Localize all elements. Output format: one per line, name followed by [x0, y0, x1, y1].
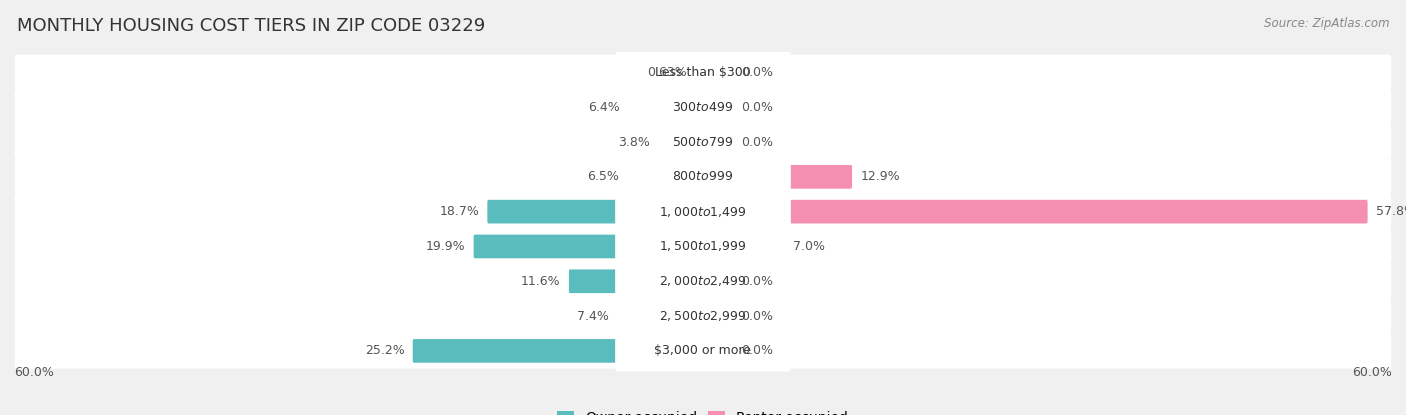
- FancyBboxPatch shape: [616, 52, 790, 93]
- FancyBboxPatch shape: [702, 61, 733, 84]
- FancyBboxPatch shape: [616, 261, 790, 302]
- Text: 60.0%: 60.0%: [1353, 366, 1392, 379]
- FancyBboxPatch shape: [628, 95, 704, 119]
- Text: $2,500 to $2,999: $2,500 to $2,999: [659, 309, 747, 323]
- FancyBboxPatch shape: [14, 333, 1392, 369]
- FancyBboxPatch shape: [14, 90, 1392, 125]
- FancyBboxPatch shape: [616, 156, 790, 198]
- Text: $1,500 to $1,999: $1,500 to $1,999: [659, 239, 747, 254]
- Text: 0.0%: 0.0%: [741, 344, 773, 357]
- Text: 3.8%: 3.8%: [619, 136, 650, 149]
- Text: 57.8%: 57.8%: [1376, 205, 1406, 218]
- FancyBboxPatch shape: [413, 339, 704, 363]
- FancyBboxPatch shape: [702, 234, 785, 258]
- FancyBboxPatch shape: [14, 264, 1392, 299]
- FancyBboxPatch shape: [658, 130, 704, 154]
- FancyBboxPatch shape: [14, 194, 1392, 229]
- Text: 0.0%: 0.0%: [741, 136, 773, 149]
- Text: $1,000 to $1,499: $1,000 to $1,499: [659, 205, 747, 219]
- FancyBboxPatch shape: [695, 61, 704, 84]
- FancyBboxPatch shape: [702, 269, 733, 293]
- Text: $300 to $499: $300 to $499: [672, 101, 734, 114]
- Text: 60.0%: 60.0%: [14, 366, 53, 379]
- FancyBboxPatch shape: [702, 95, 733, 119]
- Text: 0.63%: 0.63%: [647, 66, 686, 79]
- FancyBboxPatch shape: [702, 200, 1368, 224]
- Text: Source: ZipAtlas.com: Source: ZipAtlas.com: [1264, 17, 1389, 29]
- Text: 7.0%: 7.0%: [793, 240, 824, 253]
- FancyBboxPatch shape: [617, 304, 704, 328]
- FancyBboxPatch shape: [488, 200, 704, 224]
- Text: $2,000 to $2,499: $2,000 to $2,499: [659, 274, 747, 288]
- Legend: Owner-occupied, Renter-occupied: Owner-occupied, Renter-occupied: [557, 411, 849, 415]
- Text: 25.2%: 25.2%: [364, 344, 405, 357]
- FancyBboxPatch shape: [627, 165, 704, 189]
- Text: $500 to $799: $500 to $799: [672, 136, 734, 149]
- Text: $3,000 or more: $3,000 or more: [655, 344, 751, 357]
- FancyBboxPatch shape: [14, 124, 1392, 160]
- FancyBboxPatch shape: [14, 55, 1392, 90]
- Text: 0.0%: 0.0%: [741, 66, 773, 79]
- FancyBboxPatch shape: [616, 191, 790, 232]
- Text: 11.6%: 11.6%: [522, 275, 561, 288]
- FancyBboxPatch shape: [616, 330, 790, 371]
- Text: $800 to $999: $800 to $999: [672, 170, 734, 183]
- FancyBboxPatch shape: [702, 130, 733, 154]
- FancyBboxPatch shape: [616, 87, 790, 128]
- Text: MONTHLY HOUSING COST TIERS IN ZIP CODE 03229: MONTHLY HOUSING COST TIERS IN ZIP CODE 0…: [17, 17, 485, 34]
- FancyBboxPatch shape: [702, 304, 733, 328]
- Text: 6.4%: 6.4%: [589, 101, 620, 114]
- Text: 0.0%: 0.0%: [741, 310, 773, 322]
- FancyBboxPatch shape: [474, 234, 704, 258]
- FancyBboxPatch shape: [702, 165, 852, 189]
- FancyBboxPatch shape: [616, 122, 790, 163]
- Text: 6.5%: 6.5%: [588, 170, 619, 183]
- Text: 18.7%: 18.7%: [439, 205, 479, 218]
- Text: 7.4%: 7.4%: [576, 310, 609, 322]
- FancyBboxPatch shape: [14, 298, 1392, 334]
- FancyBboxPatch shape: [569, 269, 704, 293]
- Text: 0.0%: 0.0%: [741, 101, 773, 114]
- Text: 0.0%: 0.0%: [741, 275, 773, 288]
- FancyBboxPatch shape: [14, 159, 1392, 195]
- Text: 12.9%: 12.9%: [860, 170, 900, 183]
- Text: Less than $300: Less than $300: [655, 66, 751, 79]
- FancyBboxPatch shape: [14, 229, 1392, 264]
- FancyBboxPatch shape: [702, 339, 733, 363]
- FancyBboxPatch shape: [616, 295, 790, 337]
- Text: 19.9%: 19.9%: [426, 240, 465, 253]
- FancyBboxPatch shape: [616, 226, 790, 267]
